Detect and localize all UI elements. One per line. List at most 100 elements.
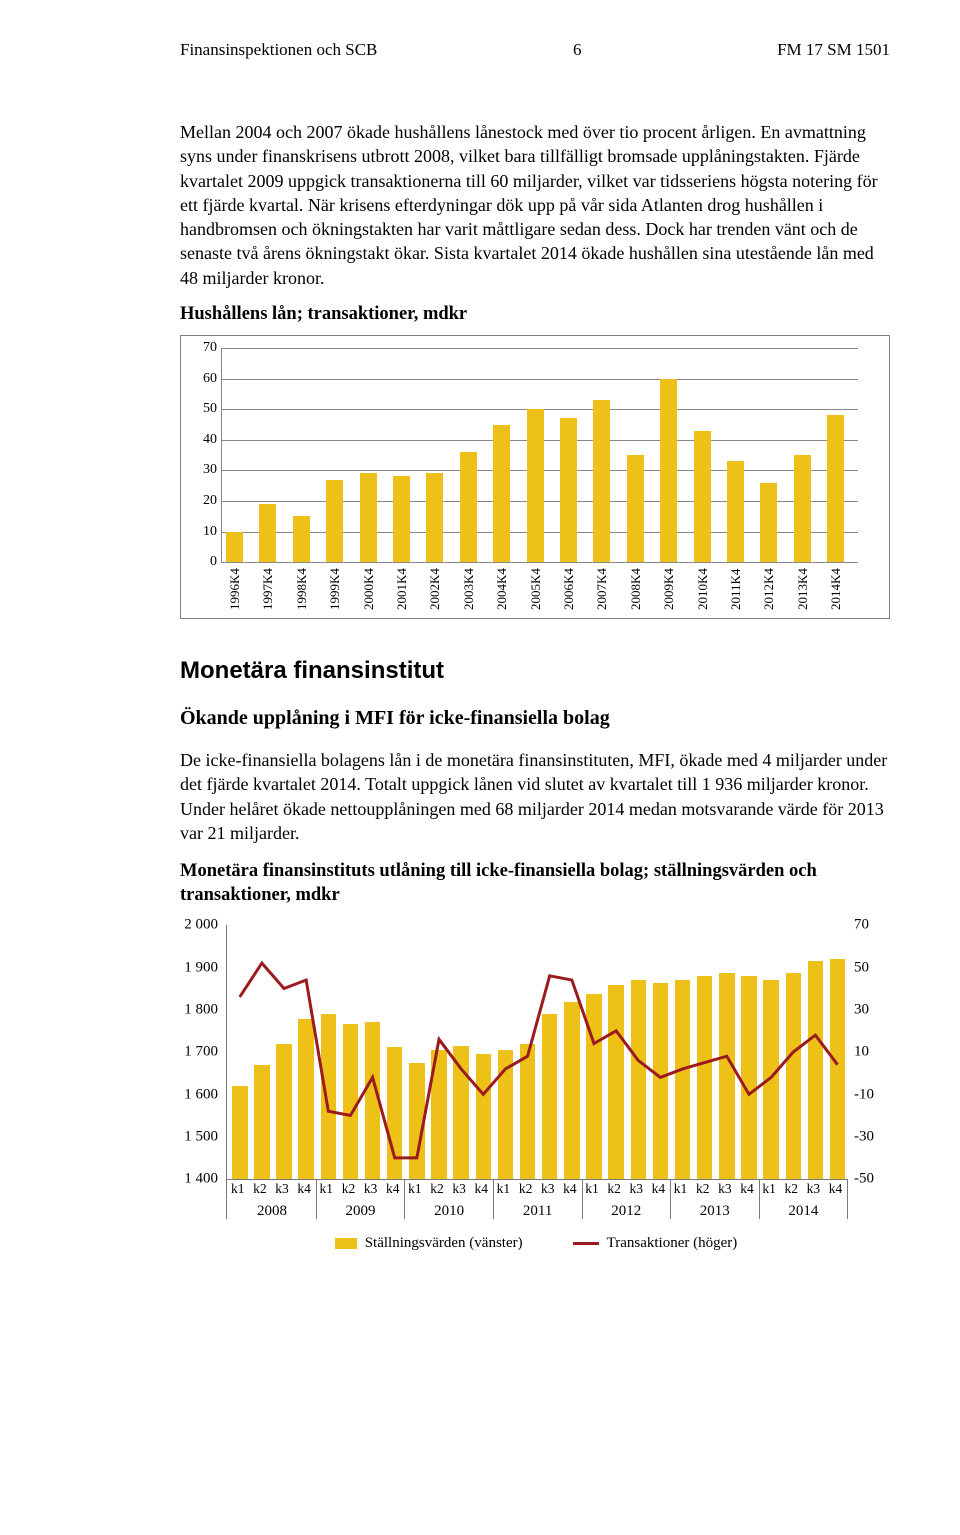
chart2-quarter-label: k3	[540, 1181, 556, 1197]
chart2-quarter-label: k1	[230, 1181, 246, 1197]
chart1-x-tick: 1999K4	[327, 568, 343, 610]
chart2-quarter-label: k2	[606, 1181, 622, 1197]
chart1-y-tick: 10	[203, 525, 217, 539]
chart2-quarter-label: k4	[296, 1181, 312, 1197]
chart2-quarter-label: k2	[429, 1181, 445, 1197]
chart1-x-tick: 2007K4	[594, 568, 610, 610]
chart1-bar	[393, 476, 410, 562]
chart2-y-right-tick: 10	[854, 1045, 869, 1060]
section-heading: Monetära finansinstitut	[180, 657, 890, 685]
chart1-x-tick: 2001K4	[394, 568, 410, 610]
chart2-plot	[226, 925, 847, 1180]
chart2-quarter-label: k2	[784, 1181, 800, 1197]
chart2-y-right-tick: 30	[854, 1003, 869, 1018]
chart2-year-label: 2009	[317, 1203, 405, 1220]
chart1-bar	[460, 452, 477, 562]
chart1-x-tick: 2013K4	[795, 568, 811, 610]
legend-swatch-line	[573, 1242, 599, 1245]
chart1-bar	[593, 400, 610, 562]
chart2-y-right-tick: -50	[854, 1172, 874, 1187]
chart2-quarter-label: k2	[518, 1181, 534, 1197]
chart2-quarter-label: k1	[319, 1181, 335, 1197]
chart2-quarter-label: k4	[739, 1181, 755, 1197]
chart1-x-tick: 2011K4	[728, 569, 744, 610]
chart1-bar	[727, 461, 744, 562]
chart1-bar	[827, 415, 844, 562]
chart2-y-right-tick: 50	[854, 960, 869, 975]
chart1-x-tick: 2010K4	[695, 568, 711, 610]
chart1-x-tick: 2006K4	[561, 568, 577, 610]
chart1-x-tick: 2014K4	[828, 568, 844, 610]
chart2-quarter-label: k1	[673, 1181, 689, 1197]
legend-swatch-bar	[335, 1238, 357, 1249]
chart2-legend: Ställningsvärden (vänster) Transaktioner…	[176, 1235, 896, 1252]
chart2-container: Ställningsvärden (vänster) Transaktioner…	[176, 917, 896, 1257]
chart1-x-tick: 2005K4	[528, 568, 544, 610]
chart2-quarter-label: k1	[584, 1181, 600, 1197]
chart1-bar	[794, 455, 811, 562]
chart1-bar	[627, 455, 644, 562]
chart2-y-left-tick: 1 900	[184, 960, 218, 975]
chart2-quarter-label: k4	[828, 1181, 844, 1197]
chart1-x-tick: 2012K4	[761, 568, 777, 610]
chart1-bar	[694, 431, 711, 562]
chart2-y-left-tick: 1 700	[184, 1045, 218, 1060]
chart2-quarter-label: k1	[496, 1181, 512, 1197]
chart2-year-label: 2008	[228, 1203, 316, 1220]
chart2-quarter-label: k1	[407, 1181, 423, 1197]
chart1-bar	[560, 418, 577, 562]
legend-item-line: Transaktioner (höger)	[573, 1235, 738, 1252]
chart1-container: 0102030405060701996K41997K41998K41999K42…	[180, 335, 890, 619]
chart2-y-right-tick: -10	[854, 1087, 874, 1102]
chart2-title: Monetära finansinstituts utlåning till i…	[180, 859, 890, 907]
chart1-x-tick: 1996K4	[227, 568, 243, 610]
chart2-quarter-label: k3	[274, 1181, 290, 1197]
paragraph-1: Mellan 2004 och 2007 ökade hushållens lå…	[180, 120, 890, 290]
chart1-title: Hushållens lån; transaktioner, mdkr	[180, 304, 890, 325]
chart2-line	[227, 925, 847, 1179]
chart1-y-tick: 30	[203, 463, 217, 477]
chart2-y-right-tick: -30	[854, 1130, 874, 1145]
chart1-x-tick: 2002K4	[427, 568, 443, 610]
chart2-quarter-label: k3	[806, 1181, 822, 1197]
legend-label-line: Transaktioner (höger)	[607, 1235, 738, 1252]
chart1-bar	[426, 473, 443, 562]
paragraph-2: De icke-finansiella bolagens lån i de mo…	[180, 748, 890, 845]
chart2-y-left-tick: 1 500	[184, 1130, 218, 1145]
chart1-y-tick: 0	[210, 555, 217, 569]
legend-label-bars: Ställningsvärden (vänster)	[365, 1235, 523, 1252]
chart2-year-label: 2013	[671, 1203, 759, 1220]
chart1-bar	[259, 504, 276, 562]
chart1-bar	[760, 483, 777, 562]
chart2-y-right-tick: 70	[854, 918, 869, 933]
chart2-quarter-label: k3	[629, 1181, 645, 1197]
chart2-quarter-label: k3	[717, 1181, 733, 1197]
chart1-y-tick: 70	[203, 341, 217, 355]
chart1-bar	[326, 480, 343, 563]
chart1-x-tick: 2009K4	[661, 568, 677, 610]
chart1-bar	[293, 516, 310, 562]
chart2-quarter-label: k2	[252, 1181, 268, 1197]
legend-item-bars: Ställningsvärden (vänster)	[335, 1235, 523, 1252]
chart1: 0102030405060701996K41997K41998K41999K42…	[191, 348, 861, 612]
chart2-quarter-label: k3	[363, 1181, 379, 1197]
chart2-quarter-label: k3	[451, 1181, 467, 1197]
chart2-quarter-label: k4	[651, 1181, 667, 1197]
chart1-x-tick: 2000K4	[361, 568, 377, 610]
chart1-x-tick: 1997K4	[260, 568, 276, 610]
chart2-quarter-label: k4	[562, 1181, 578, 1197]
chart2-y-left-tick: 1 400	[184, 1172, 218, 1187]
chart2-year-label: 2011	[494, 1203, 582, 1220]
header-right: FM 17 SM 1501	[777, 40, 890, 60]
chart1-bar	[527, 409, 544, 562]
subsection-heading: Ökande upplåning i MFI för icke-finansie…	[180, 707, 890, 730]
chart2-quarter-label: k2	[341, 1181, 357, 1197]
chart2-year-label: 2012	[582, 1203, 670, 1220]
chart1-bar	[660, 379, 677, 562]
chart2-year-label: 2014	[759, 1203, 847, 1220]
chart2-quarter-label: k4	[474, 1181, 490, 1197]
chart1-bar	[493, 425, 510, 563]
chart2-y-left-tick: 1 800	[184, 1003, 218, 1018]
chart1-bar	[226, 532, 243, 563]
header-page-number: 6	[573, 40, 582, 60]
